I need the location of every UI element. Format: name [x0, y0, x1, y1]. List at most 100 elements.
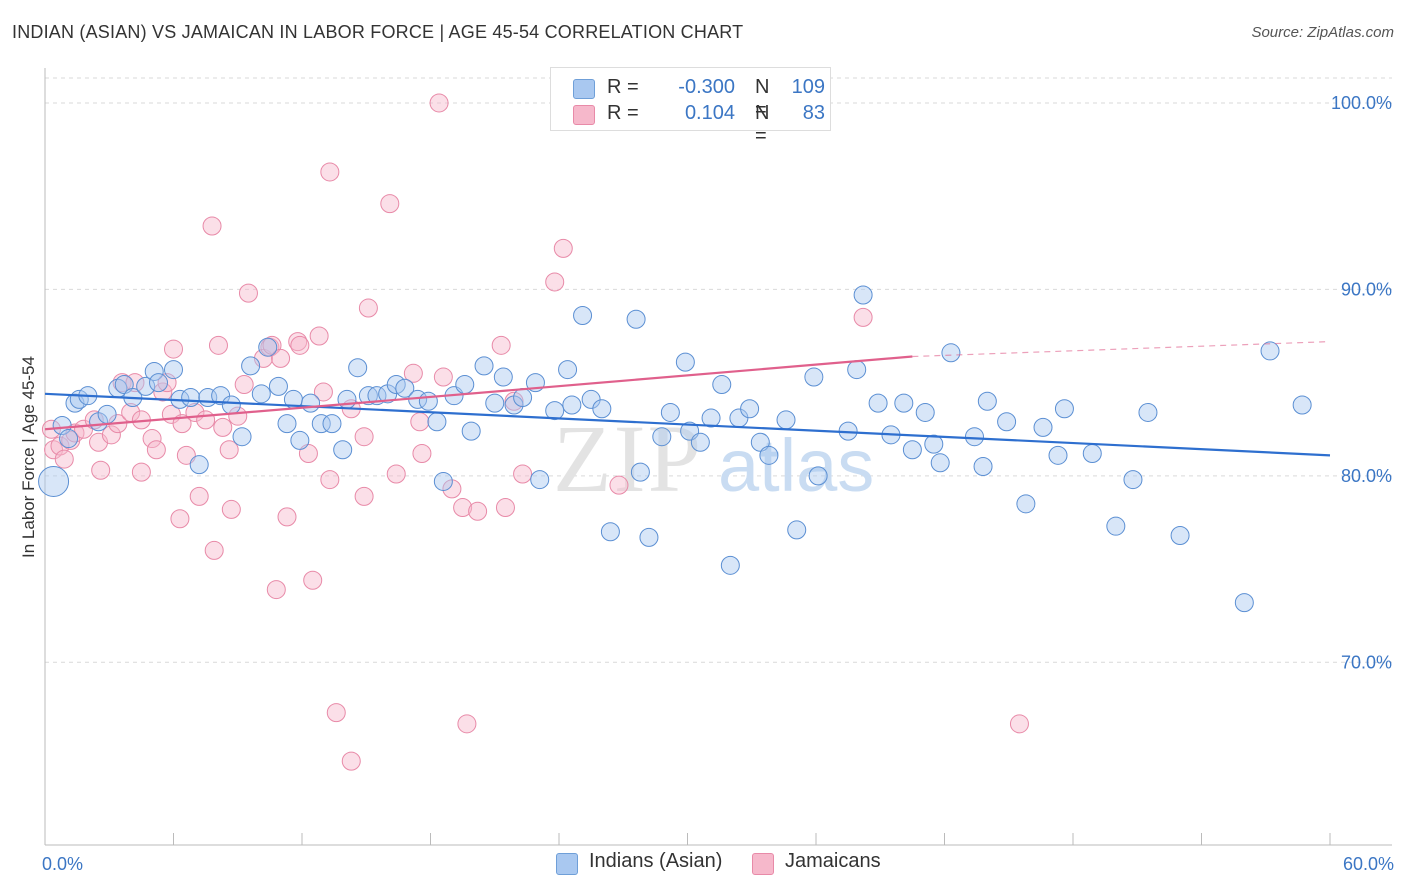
- watermark-zip: ZIP: [553, 405, 703, 512]
- indian-point: [136, 376, 156, 396]
- indian-point: [592, 399, 612, 419]
- indian-point: [455, 374, 475, 394]
- y-tick-label: 100.0%: [1331, 93, 1392, 113]
- jamaican-point: [131, 462, 151, 482]
- indian-point: [1138, 402, 1158, 422]
- indian-point: [232, 427, 252, 447]
- indian-point: [600, 522, 620, 542]
- indian-point: [1048, 445, 1068, 465]
- jamaican-point: [433, 367, 453, 387]
- jamaican-point: [153, 382, 173, 402]
- y-tick-label: 70.0%: [1341, 652, 1392, 672]
- indians-trend-line: [44, 392, 1331, 457]
- indian-point: [333, 440, 353, 460]
- indian-point: [1106, 516, 1126, 536]
- jamaican-point: [358, 298, 378, 318]
- jamaican-point: [410, 412, 430, 432]
- jamaican-point: [412, 443, 432, 463]
- jamaicans-legend-swatch: [752, 853, 774, 875]
- correlation-legend: R = -0.300 N = 109 R = 0.104 N = 83: [550, 67, 831, 147]
- indians-swatch: [573, 79, 595, 99]
- indian-point: [740, 399, 760, 419]
- indian-point: [690, 432, 710, 452]
- y-tick-label: 80.0%: [1341, 466, 1392, 486]
- x-tick-label-min: 0.0%: [42, 854, 83, 874]
- jamaican-point: [234, 374, 254, 394]
- n-value: 109: [791, 76, 825, 98]
- indian-point: [902, 440, 922, 460]
- n-label: N =: [755, 76, 770, 121]
- y-axis-label: In Labor Force | Age 45-54: [19, 356, 38, 558]
- indian-point: [149, 373, 169, 393]
- indian-point: [915, 402, 935, 422]
- source-credit: Source: ZipAtlas.com: [1251, 24, 1394, 41]
- jamaican-point: [213, 417, 233, 437]
- jamaican-point: [853, 307, 873, 327]
- indian-point: [1033, 417, 1053, 437]
- x-tick-label-max: 60.0%: [1343, 854, 1394, 874]
- jamaican-point: [189, 486, 209, 506]
- jamaican-point: [290, 335, 310, 355]
- jamaican-point: [495, 498, 515, 518]
- r-value: 0.104: [684, 102, 735, 124]
- jamaican-point: [91, 460, 111, 480]
- chart-title: INDIAN (ASIAN) VS JAMAICAN IN LABOR FORC…: [12, 22, 744, 42]
- jamaican-point: [271, 348, 291, 368]
- watermark-atlas: atlas: [718, 424, 874, 507]
- indian-point: [395, 378, 415, 398]
- indian-point: [639, 527, 659, 547]
- indian-point: [941, 343, 961, 363]
- jamaican-point: [266, 580, 286, 600]
- indian-point: [301, 393, 321, 413]
- indian-point: [189, 455, 209, 475]
- indian-point: [626, 309, 646, 329]
- indian-point: [1260, 341, 1280, 361]
- jamaican-point: [545, 272, 565, 292]
- indian-point: [433, 471, 453, 491]
- n-value: 83: [802, 102, 825, 124]
- indian-point: [530, 470, 550, 490]
- jamaican-point: [326, 703, 346, 723]
- jamaicans-trend-line: [44, 355, 913, 431]
- indian-point: [493, 367, 513, 387]
- indian-point: [348, 358, 368, 378]
- indian-point: [759, 445, 779, 465]
- indian-point: [720, 555, 740, 575]
- indian-point: [997, 412, 1017, 432]
- legend-label: Indians (Asian): [589, 850, 723, 872]
- jamaican-point: [196, 410, 216, 430]
- jamaican-point: [491, 335, 511, 355]
- jamaican-point: [380, 194, 400, 214]
- legend-label: Jamaicans: [785, 850, 881, 872]
- jamaican-point: [354, 427, 374, 447]
- indian-point: [144, 361, 164, 381]
- r-label: R =: [607, 102, 639, 124]
- indian-point: [485, 393, 505, 413]
- jamaican-point: [320, 162, 340, 182]
- indian-point: [268, 376, 288, 396]
- indian-point: [1082, 443, 1102, 463]
- indian-point: [573, 306, 593, 326]
- indian-point: [513, 388, 533, 408]
- indian-point: [258, 337, 278, 357]
- indian-point: [675, 352, 695, 372]
- jamaican-point: [354, 486, 374, 506]
- jamaican-point: [221, 499, 241, 519]
- jamaican-point: [513, 464, 533, 484]
- r-label: R =: [607, 76, 639, 98]
- indian-point: [1292, 395, 1312, 415]
- indian-point: [1234, 593, 1254, 613]
- y-tick-label: 90.0%: [1341, 279, 1392, 299]
- indian-point: [808, 466, 828, 486]
- jamaican-point: [277, 507, 297, 527]
- jamaican-point: [313, 382, 333, 402]
- indian-point: [251, 384, 271, 404]
- indian-point: [558, 360, 578, 380]
- jamaican-point: [208, 335, 228, 355]
- jamaican-point: [176, 445, 196, 465]
- jamaican-point: [164, 339, 183, 359]
- jamaican-point: [553, 238, 573, 258]
- indian-point: [652, 427, 672, 447]
- indian-point: [868, 393, 888, 413]
- jamaican-point: [101, 425, 121, 445]
